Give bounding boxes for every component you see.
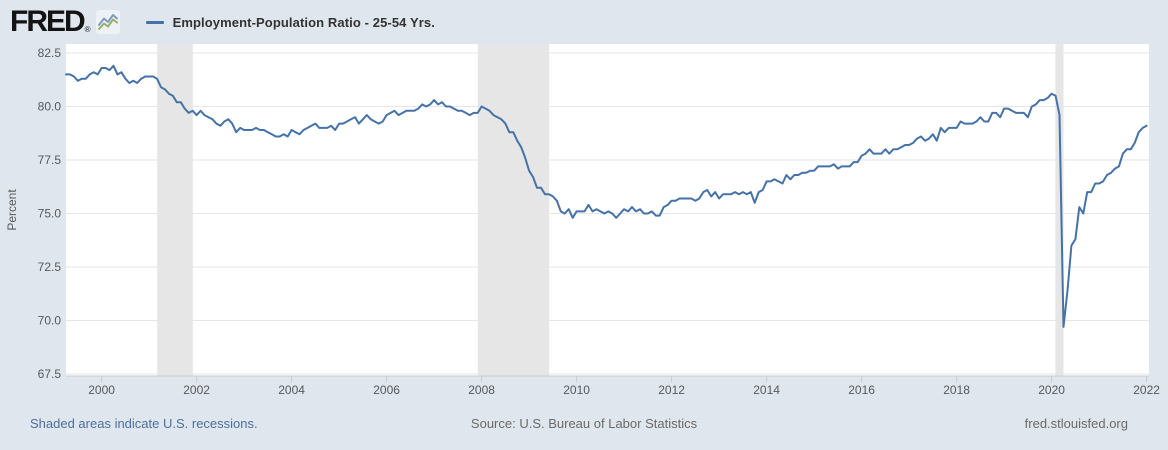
y-axis-tick-label: 80.0	[38, 100, 62, 114]
x-axis-tick-label: 2016	[848, 383, 875, 397]
x-axis-tick-label: 2020	[1038, 383, 1065, 397]
y-axis-tick-label: 82.5	[38, 46, 62, 60]
y-axis-tick-label: 77.5	[38, 153, 62, 167]
recession-band	[477, 44, 550, 376]
y-axis-tick-label: 72.5	[38, 260, 62, 274]
fred-site-link[interactable]: fred.stlouisfed.org	[1024, 416, 1128, 431]
chart-header: FRED ® Employment-Population Ratio - 25-…	[0, 0, 1168, 44]
fred-logo-text: FRED	[10, 5, 86, 38]
source-text: Source: U.S. Bureau of Labor Statistics	[470, 416, 698, 431]
y-axis-tick-label: 70.0	[38, 314, 62, 328]
chart-footer: Shaded areas indicate U.S. recessions. S…	[0, 413, 1168, 435]
recessions-note-link[interactable]: Shaded areas indicate U.S. recessions.	[30, 416, 258, 431]
series-title: Employment-Population Ratio - 25-54 Yrs.	[172, 14, 435, 30]
plot-area[interactable]	[66, 44, 1149, 376]
x-axis-tick-label: 2006	[373, 383, 400, 397]
x-axis-tick-label: 2010	[563, 383, 590, 397]
fred-logo[interactable]: FRED ®	[10, 7, 120, 37]
fred-logo-chart-icon	[95, 10, 120, 34]
x-axis-tick-label: 2002	[183, 383, 210, 397]
legend-line-swatch	[145, 20, 164, 24]
x-axis-tick-label: 2004	[278, 383, 305, 397]
x-axis-tick-label: 2008	[468, 383, 495, 397]
recession-band	[157, 44, 193, 376]
chart-plot[interactable]: 67.5 70.0 72.5 75.0 77.5 80.0 82.5 2000 2002 2004…	[0, 0, 1168, 410]
series-line[interactable]	[65, 64, 1148, 328]
registered-mark-icon: ®	[84, 25, 91, 34]
x-axis-tick-label: 2014	[753, 383, 780, 397]
x-axis-tick-label: 2012	[658, 383, 685, 397]
y-axis-tick-label: 75.0	[38, 207, 62, 221]
y-axis-title: Percent	[5, 189, 19, 231]
chart-legend: Employment-Population Ratio - 25-54 Yrs.	[145, 14, 435, 30]
x-axis-tick-label: 2000	[88, 383, 115, 397]
recession-band	[1055, 44, 1064, 376]
x-axis-tick-label: 2022	[1133, 383, 1160, 397]
y-axis-tick-label: 67.5	[38, 367, 62, 381]
x-axis-tick-label: 2018	[943, 383, 970, 397]
